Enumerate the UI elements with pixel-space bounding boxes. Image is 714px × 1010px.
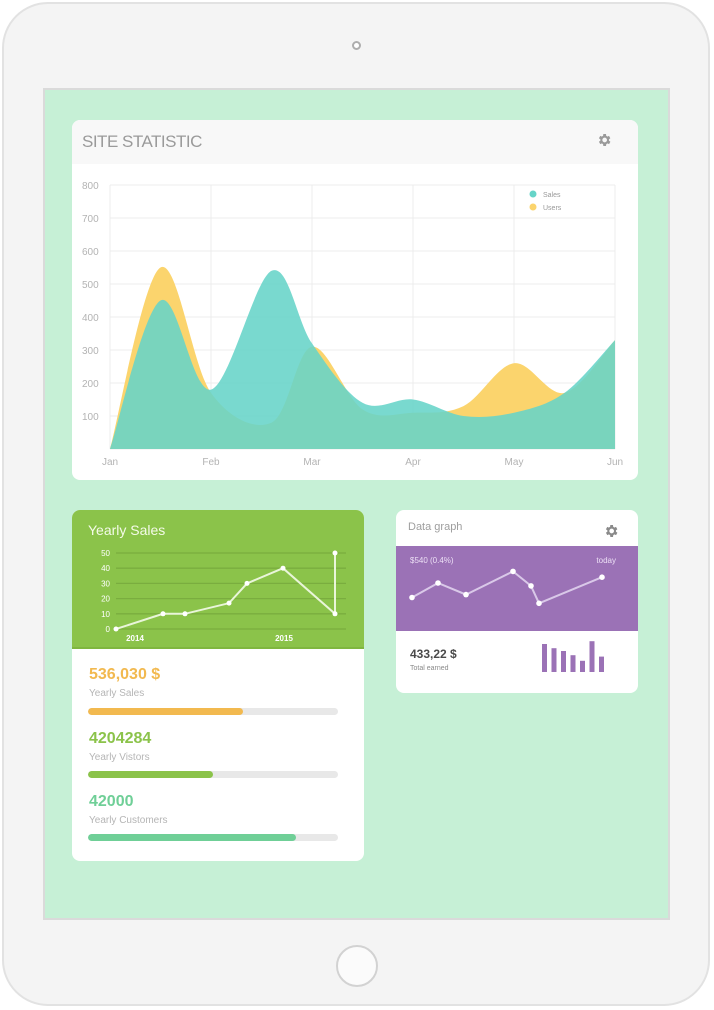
stat-yearly-sales: 536,030 $ Yearly Sales [89,666,160,699]
series-area-sales [110,270,615,449]
stat-label: Yearly Sales [89,688,145,699]
data-point [332,611,338,617]
x-tick-label: Apr [405,457,421,468]
progress-bar [88,771,338,778]
y-tick-label: 800 [82,181,99,192]
data-point [409,594,415,601]
y-tick-label: 30 [101,579,110,588]
site-statistic-header: SITE STATISTIC [72,120,638,164]
home-button[interactable] [336,945,378,987]
y-tick-label: 40 [101,564,110,573]
stat-value: 42000 [89,793,134,810]
data-graph-right-label: today [596,556,616,565]
data-point [160,611,166,617]
stat-label: Yearly Vistors [89,752,150,763]
site-statistic-card: SITE STATISTIC 800 700 600 500 400 300 200 100 J… [72,120,638,480]
yearly-sales-title: Yearly Sales [88,522,166,538]
series-line [115,553,336,630]
progress-bar [88,834,338,841]
gear-icon[interactable] [596,132,612,148]
stat-yearly-customers: 42000 Yearly Customers [89,793,168,826]
site-statistic-title: SITE STATISTIC [82,132,202,151]
mini-bar [580,660,585,672]
series-area-users [110,266,615,449]
stat-value: 536,030 $ [89,666,161,683]
data-point [182,611,188,617]
yearly-sales-card: 50 40 30 20 10 0 2014 2015 Yearly Sales 536,030… [72,510,364,861]
y-tick-label: 20 [101,595,110,604]
progress-fill [88,708,243,715]
data-point [463,591,469,598]
total-earned-value: 433,22 $ [410,647,457,661]
progress-fill [88,834,296,841]
data-graph-title: Data graph [408,521,463,533]
data-point [599,574,605,580]
yearly-sales-chart-panel: 50 40 30 20 10 0 2014 2015 Yearly Sales [72,510,364,649]
data-point [528,583,534,589]
camera-icon [352,41,361,50]
x-tick-label: Feb [202,457,220,468]
y-tick-label: 200 [82,379,99,390]
gear-icon[interactable] [603,523,619,539]
data-point [536,600,542,607]
progress-bar [88,708,338,715]
data-graph-line-chart [409,568,605,607]
data-point [226,600,232,606]
mini-bar [570,655,576,672]
y-tick-label: 50 [101,549,110,558]
x-tick-label: May [505,457,524,468]
mini-bar [542,644,547,672]
data-point [435,580,441,586]
x-tick-label: Mar [303,457,321,468]
data-point [510,568,516,575]
progress-fill [88,771,213,778]
data-point [332,550,338,556]
y-tick-label: 0 [106,625,111,634]
stat-value: 4204284 [89,730,152,747]
legend-label: Sales [543,192,561,199]
legend-marker [529,190,537,198]
mini-bar [561,651,566,672]
stat-yearly-visitors: 4204284 Yearly Vistors [89,730,151,763]
x-tick-label: Jan [102,457,118,468]
data-point [244,580,250,586]
mini-bar [589,641,595,672]
y-tick-label: 700 [82,214,99,225]
data-graph-chart-panel: $540 (0.4%) today [396,546,638,631]
mini-bar [599,656,604,672]
data-point [280,565,286,571]
legend-marker [529,203,537,211]
legend-label: Users [543,205,562,212]
data-graph-left-label: $540 (0.4%) [410,556,454,565]
x-tick-label: 2015 [275,634,293,643]
y-tick-label: 600 [82,247,99,258]
stat-label: Yearly Customers [89,815,168,826]
x-tick-label: 2014 [126,634,144,643]
y-tick-label: 400 [82,313,99,324]
mini-bar-chart [542,641,604,672]
y-tick-label: 500 [82,280,99,291]
y-tick-label: 100 [82,412,99,423]
mini-bar [551,648,557,672]
y-tick-label: 10 [101,610,110,619]
yearly-sales-chart: 50 40 30 20 10 0 2014 2015 [101,549,346,643]
data-point [113,626,119,632]
total-earned-label: Total earned [410,665,449,672]
x-tick-label: Jun [607,457,623,468]
data-graph-card: Data graph $540 (0.4%) today 433,22 $ To… [396,510,638,693]
y-tick-label: 300 [82,346,99,357]
site-statistic-chart: 800 700 600 500 400 300 200 100 Jan Feb Mar Apr May J… [82,181,623,468]
